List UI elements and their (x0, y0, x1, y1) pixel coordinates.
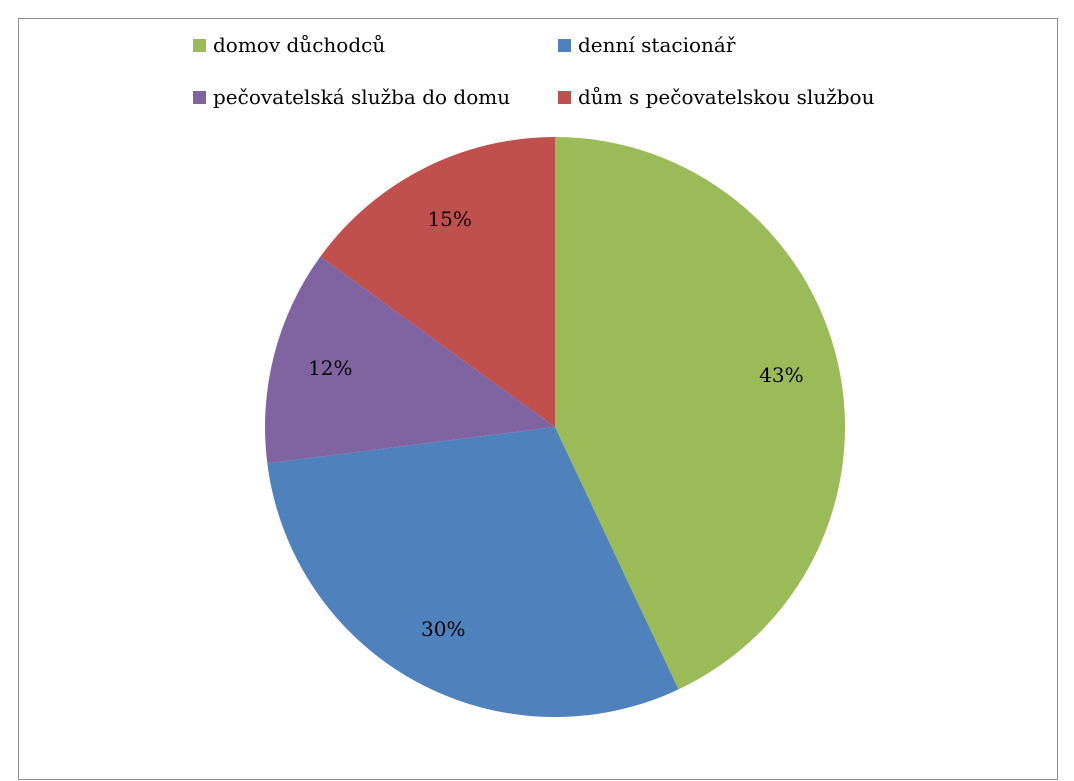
legend-label-dum-s-pecovatelskou: dům s pečovatelskou službou (578, 85, 875, 109)
pie-slice-dum-s-pecovatelskou (320, 137, 555, 427)
legend-label-domov-duchodcu: domov důchodců (213, 33, 386, 57)
legend-swatch-pecovatelska-sluzba (193, 90, 206, 104)
legend-item-pecovatelska-sluzba: pečovatelská služba do domu (193, 85, 510, 109)
legend-item-denni-stacionar: denní stacionář (558, 33, 735, 57)
legend-label-pecovatelska-sluzba: pečovatelská služba do domu (213, 85, 511, 109)
data-label-domov-duchodcu: 43% (759, 363, 803, 387)
legend-item-domov-duchodcu: domov důchodců (193, 33, 385, 57)
legend-label-denni-stacionar: denní stacionář (578, 33, 736, 57)
pie-slice-domov-duchodcu (555, 137, 846, 690)
legend-swatch-denni-stacionar (558, 38, 571, 52)
pie-slice-denni-stacionar (267, 427, 679, 718)
legend-swatch-domov-duchodcu (193, 38, 206, 52)
legend-item-dum-s-pecovatelskou: dům s pečovatelskou službou (558, 85, 874, 109)
data-label-dum-s-pecovatelskou: 15% (427, 207, 471, 231)
pie-slice-pecovatelska-sluzba (265, 256, 555, 464)
data-label-denni-stacionar: 30% (421, 617, 465, 641)
legend-swatch-dum-s-pecovatelskou (558, 90, 571, 104)
data-label-pecovatelska-sluzba: 12% (308, 356, 352, 380)
